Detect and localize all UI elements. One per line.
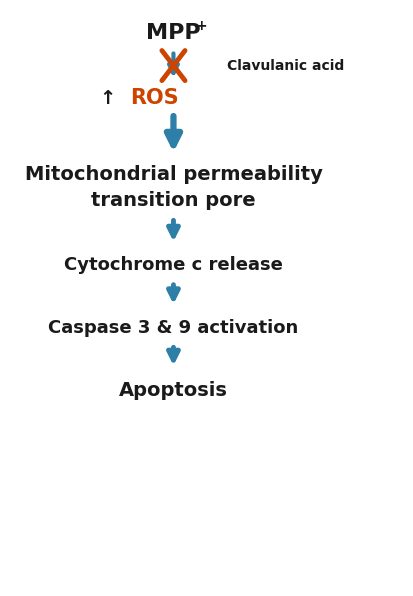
Text: Cytochrome c release: Cytochrome c release xyxy=(64,256,283,274)
Text: Mitochondrial permeability
transition pore: Mitochondrial permeability transition po… xyxy=(24,165,323,210)
Text: Apoptosis: Apoptosis xyxy=(119,381,228,400)
Text: ↑: ↑ xyxy=(99,89,116,108)
Text: Caspase 3 & 9 activation: Caspase 3 & 9 activation xyxy=(48,319,299,337)
Text: +: + xyxy=(196,18,207,33)
Text: ROS: ROS xyxy=(131,88,179,108)
Text: MPP: MPP xyxy=(146,23,201,43)
Text: Clavulanic acid: Clavulanic acid xyxy=(227,58,344,73)
